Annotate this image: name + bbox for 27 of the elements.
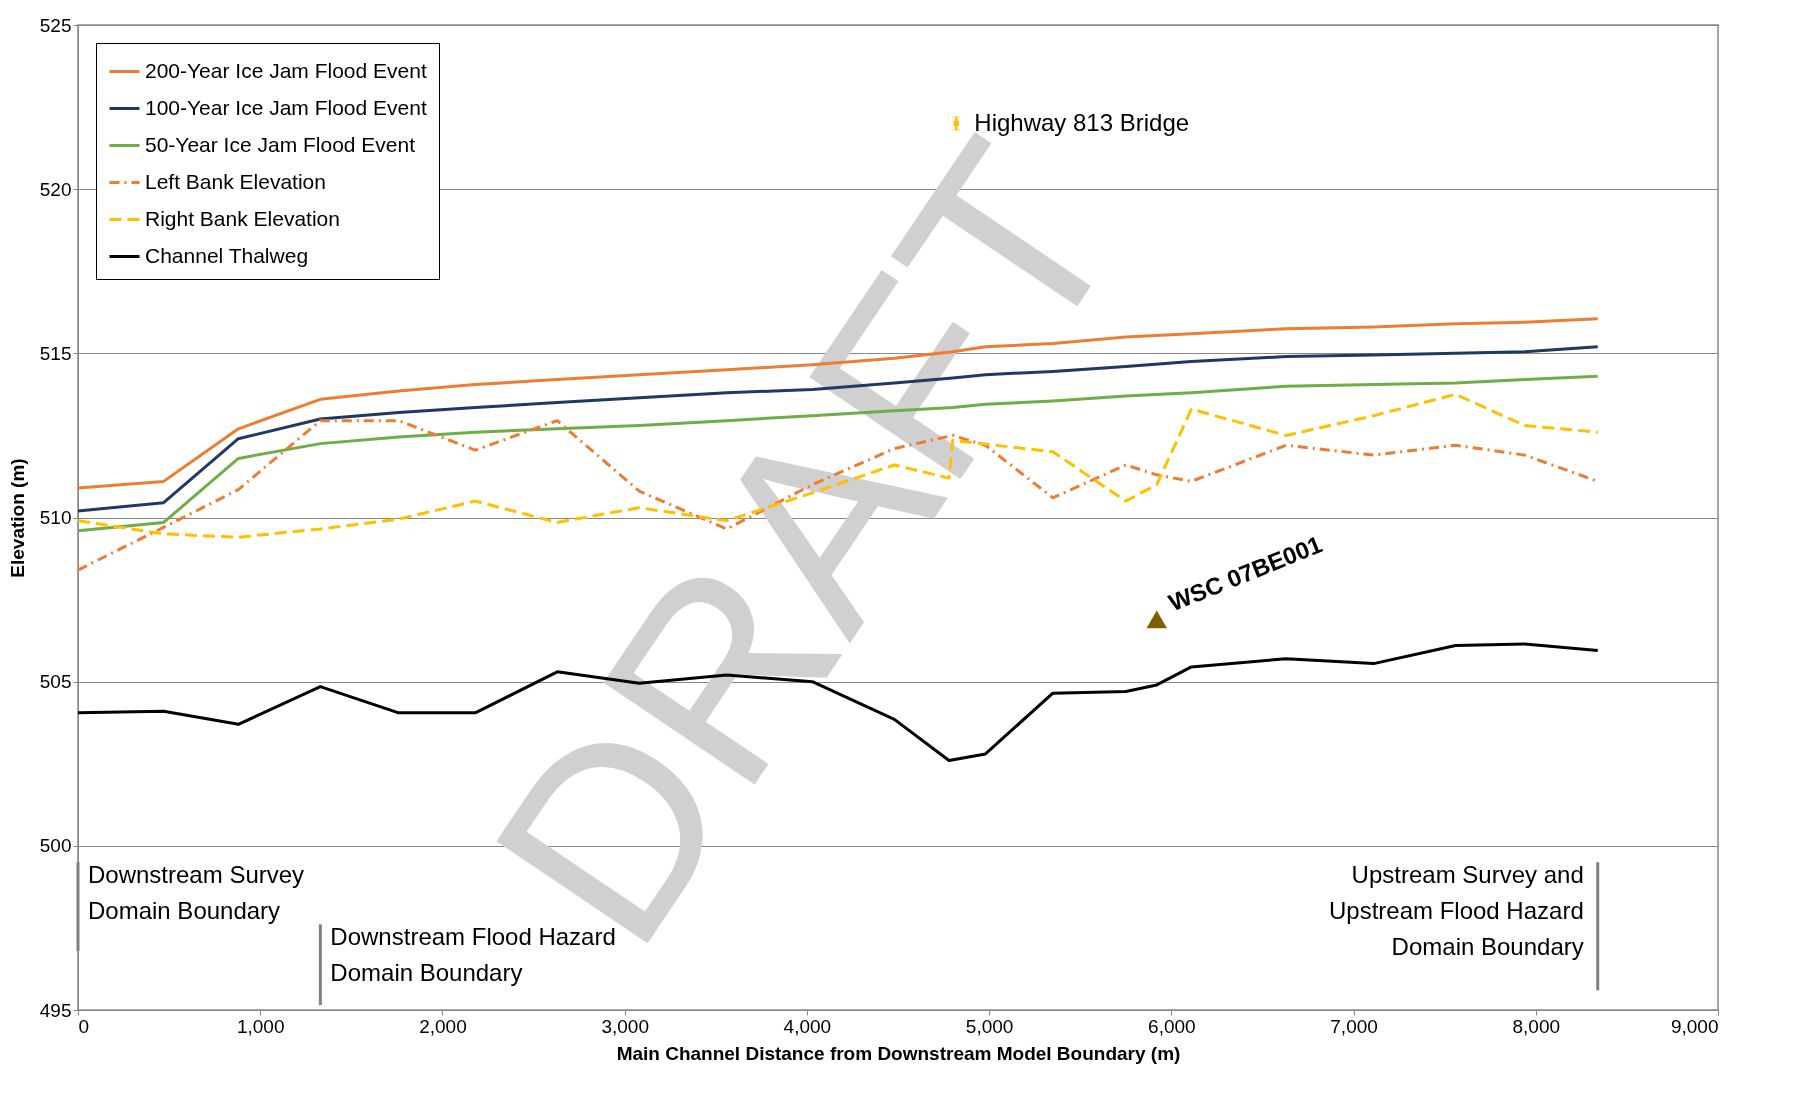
y-tick-label: 500 <box>39 835 72 857</box>
y-axis-title: Elevation (m) <box>6 458 28 578</box>
y-tick-label: 525 <box>39 14 72 36</box>
x-tick-label: 2,000 <box>419 1015 467 1037</box>
y-tick-label: 495 <box>39 999 72 1021</box>
legend-label: Channel Thalweg <box>145 243 309 267</box>
ref-line-label: Upstream Survey and Upstream Flood Hazard Domain Boundary <box>1328 861 1584 961</box>
x-tick-label: 5,000 <box>965 1015 1014 1037</box>
x-tick-label: 1,000 <box>236 1015 285 1037</box>
legend-label: Right Bank Elevation <box>145 206 340 230</box>
ref-line-label: Downstream Survey Domain Boundary <box>88 861 305 925</box>
x-tick-label: 6,000 <box>1148 1015 1196 1037</box>
x-tick-label: 7,000 <box>1330 1015 1378 1037</box>
legend-label: 100-Year Ice Jam Flood Event <box>145 95 427 119</box>
x-axis-title: Main Channel Distance from Downstream Model Boundary (m) <box>616 1042 1181 1064</box>
y-tick-label: 510 <box>39 507 72 528</box>
x-tick-label: 9,000 <box>1670 1015 1719 1037</box>
legend-label: 50-Year Ice Jam Flood Event <box>145 132 416 156</box>
x-tick-label: 0 <box>78 1015 90 1037</box>
x-tick-label: 3,000 <box>601 1015 649 1037</box>
y-tick-label: 505 <box>39 671 72 693</box>
y-tick-label: 515 <box>39 342 72 364</box>
x-tick-label: 4,000 <box>783 1015 832 1037</box>
y-tick-label: 520 <box>39 178 72 200</box>
x-tick-label: 8,000 <box>1512 1015 1561 1037</box>
legend-label: Left Bank Elevation <box>145 169 326 193</box>
legend-label: 200-Year Ice Jam Flood Event <box>145 58 427 82</box>
